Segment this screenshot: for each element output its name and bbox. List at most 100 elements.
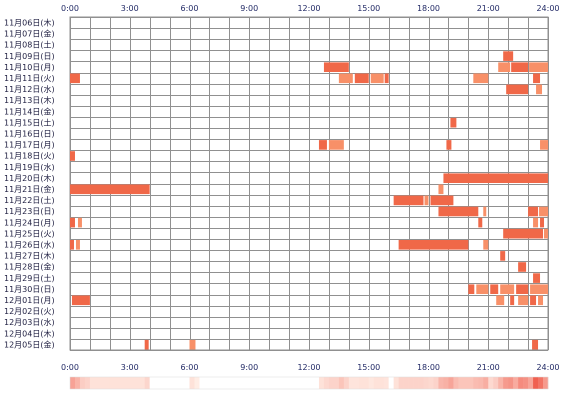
- summary-cell: [453, 377, 459, 389]
- summary-cell: [403, 377, 409, 389]
- summary-cell: [129, 377, 136, 389]
- row-date-label: 11月25日(火): [4, 229, 55, 238]
- summary-cell: [229, 377, 235, 389]
- activity-block: [540, 140, 548, 150]
- summary-cell: [488, 377, 494, 389]
- row-date-labels: 11月06日(木)11月07日(金)11月08日(土) 11月09日(日) 11月1…: [4, 18, 55, 350]
- activity-block: [370, 73, 384, 84]
- row-date-label: 11月06日(木): [4, 18, 55, 28]
- row-date-label: 11月09日(日): [4, 52, 55, 61]
- activity-block: [144, 339, 149, 350]
- summary-cell: [523, 377, 529, 389]
- summary-cell: [124, 377, 131, 389]
- summary-cell: [74, 377, 81, 389]
- activity-block: [70, 151, 75, 161]
- row-date-label: 11月07日(金): [4, 29, 55, 39]
- summary-frame: [69, 376, 549, 390]
- row-date-label: 11月22日(土): [4, 195, 55, 205]
- summary-cell: [139, 377, 145, 389]
- activity-block: [528, 206, 539, 217]
- activity-block: [530, 284, 548, 294]
- summary-cell: [353, 377, 360, 389]
- activity-block: [511, 62, 529, 72]
- summary-cell: [264, 377, 270, 389]
- activity-block: [473, 73, 489, 84]
- activity-block: [536, 84, 543, 95]
- activity-block: [318, 140, 327, 150]
- summary-cell: [304, 377, 310, 389]
- activity-block: [393, 195, 424, 206]
- activity-block: [500, 251, 506, 261]
- summary-cell: [279, 377, 285, 389]
- activity-block: [500, 284, 515, 294]
- row-date-label: 11月19日(水): [4, 162, 55, 172]
- activity-block: [490, 284, 499, 294]
- summary-cell: [438, 377, 444, 389]
- activity-block: [518, 262, 527, 272]
- row-date-label: 11月13日(木): [4, 95, 55, 105]
- summary-cell: [393, 377, 399, 389]
- summary-cell: [468, 377, 474, 389]
- activity-block: [70, 217, 75, 228]
- row-date-label: 12月05日(金): [4, 339, 55, 349]
- summary-cell: [224, 377, 230, 389]
- summary-cell: [478, 377, 484, 389]
- row-date-label: 11月12日(水): [4, 84, 55, 94]
- activity-block: [328, 140, 344, 150]
- x-axis-tick-labels: 0:00 0:00 3:00 3:00 6:00 6:00 9:00 9:00 12:00 12:…: [61, 4, 560, 372]
- summary-cell: [204, 377, 210, 389]
- summary-cell: [84, 377, 91, 389]
- x-tick-label-bottom: 6:00: [181, 363, 199, 372]
- summary-cell: [538, 377, 544, 389]
- summary-cell: [518, 377, 524, 389]
- activity-block: [398, 240, 469, 250]
- x-tick-label-bottom: 3:00: [121, 363, 139, 372]
- summary-cell: [483, 377, 489, 389]
- activity-block: [539, 206, 548, 217]
- activity-block: [529, 62, 548, 72]
- activity-block: [424, 195, 429, 206]
- summary-cell: [179, 377, 185, 389]
- row-date-label: 11月28日(金): [4, 262, 55, 272]
- summary-cell: [348, 377, 355, 389]
- summary-cell: [239, 377, 245, 389]
- row-date-label: 11月08日(土): [4, 40, 55, 50]
- row-date-label: 11月30日(日): [4, 285, 55, 294]
- activity-block: [478, 217, 483, 228]
- activity-block: [77, 217, 82, 228]
- summary-cell: [269, 377, 275, 389]
- summary-cell: [493, 377, 499, 389]
- summary-cell: [323, 377, 330, 389]
- summary-cell: [289, 377, 295, 389]
- activity-block: [354, 73, 369, 84]
- summary-cell: [338, 377, 345, 389]
- activity-block: [443, 173, 548, 183]
- activity-block: [530, 295, 537, 306]
- row-date-label: 11月27日(木): [4, 251, 55, 261]
- row-date-label: 11月29日(土): [4, 273, 55, 283]
- activity-block: [75, 240, 80, 250]
- summary-cell: [199, 377, 205, 389]
- row-date-label: 11月20日(木): [4, 173, 55, 183]
- summary-cell: [109, 377, 116, 389]
- summary-cell: [368, 377, 375, 389]
- activity-block: [533, 73, 541, 84]
- summary-cell: [398, 377, 404, 389]
- summary-cell: [443, 377, 449, 389]
- summary-cell: [154, 377, 160, 389]
- activity-block: [70, 240, 74, 250]
- activity-block: [338, 73, 353, 84]
- activity-block: [438, 184, 444, 195]
- row-date-label: 12月04日(木): [4, 328, 55, 338]
- summary-cell: [89, 377, 96, 389]
- summary-cell: [513, 377, 519, 389]
- activity-block: [446, 140, 452, 150]
- summary-cell: [373, 377, 380, 389]
- activity-block: [540, 217, 545, 228]
- summary-cell: [79, 377, 86, 389]
- summary-cell: [189, 377, 195, 389]
- activity-block: [538, 295, 544, 306]
- x-tick-label-bottom: 0:00: [61, 363, 79, 372]
- activity-block: [468, 284, 475, 294]
